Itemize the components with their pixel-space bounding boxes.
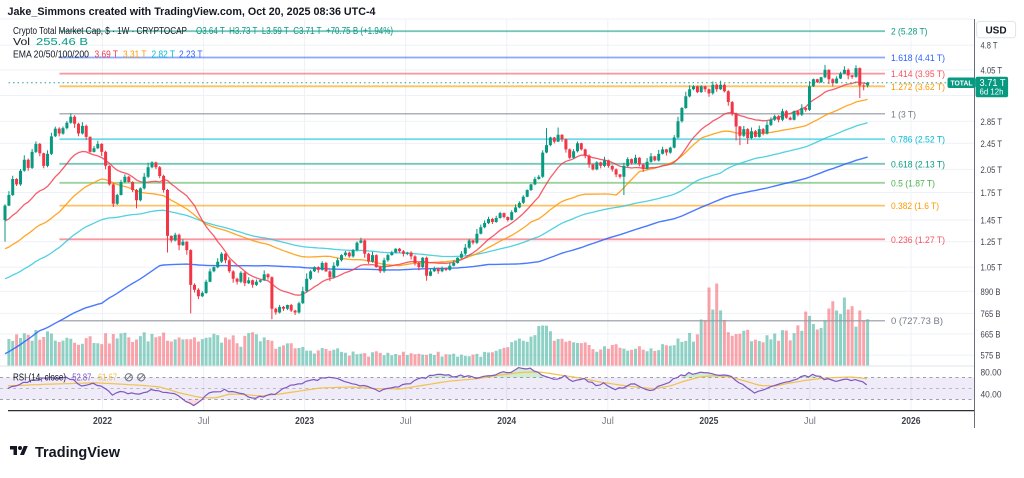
svg-text:2025: 2025 bbox=[699, 416, 718, 427]
svg-text:2.85 T: 2.85 T bbox=[981, 117, 1003, 128]
svg-text:765 B: 765 B bbox=[981, 309, 1001, 320]
svg-text:52.87: 52.87 bbox=[72, 373, 91, 384]
svg-text:4.05 T: 4.05 T bbox=[981, 65, 1003, 76]
svg-text:Crypto Total Market Cap, $ · 1: Crypto Total Market Cap, $ · 1W · CRYPTO… bbox=[13, 26, 187, 37]
svg-text:3.69 T: 3.69 T bbox=[95, 50, 119, 61]
svg-text:2024: 2024 bbox=[497, 416, 516, 427]
svg-text:O3.64 T H3.73 T L3.59 T C3.: O3.64 T H3.73 T L3.59 T C3.71 T +70.75 B… bbox=[196, 26, 393, 37]
svg-text:Jul: Jul bbox=[602, 416, 614, 427]
svg-text:2.23 T: 2.23 T bbox=[179, 50, 203, 61]
svg-text:80.00: 80.00 bbox=[981, 368, 1002, 379]
svg-text:1.25 T: 1.25 T bbox=[981, 237, 1003, 248]
svg-text:1.272 (3.62 T): 1.272 (3.62 T) bbox=[891, 82, 945, 93]
svg-text:RSI (14, close): RSI (14, close) bbox=[13, 373, 66, 384]
svg-text:Vol: Vol bbox=[13, 37, 30, 48]
svg-text:TradingView: TradingView bbox=[35, 444, 120, 461]
svg-text:1.75 T: 1.75 T bbox=[981, 188, 1003, 199]
svg-text:2023: 2023 bbox=[295, 416, 314, 427]
svg-text:6d 12h: 6d 12h bbox=[980, 87, 1004, 97]
svg-text:0.236 (1.27 T): 0.236 (1.27 T) bbox=[891, 235, 945, 246]
svg-text:0 (727.73 B): 0 (727.73 B) bbox=[891, 316, 943, 327]
svg-text:EMA 20/50/100/200: EMA 20/50/100/200 bbox=[13, 50, 89, 61]
svg-text:3.31 T: 3.31 T bbox=[123, 50, 147, 61]
svg-text:0.382 (1.6 T): 0.382 (1.6 T) bbox=[891, 201, 939, 212]
svg-text:2022: 2022 bbox=[93, 416, 112, 427]
svg-text:Jul: Jul bbox=[198, 416, 210, 427]
svg-text:TOTAL: TOTAL bbox=[951, 80, 974, 87]
svg-text:0.5 (1.87 T): 0.5 (1.87 T) bbox=[891, 178, 935, 189]
svg-text:2.82 T: 2.82 T bbox=[152, 50, 176, 61]
svg-text:4.8 T: 4.8 T bbox=[981, 41, 998, 52]
svg-text:0.786 (2.52 T): 0.786 (2.52 T) bbox=[891, 135, 945, 146]
svg-text:61.67: 61.67 bbox=[98, 373, 117, 384]
svg-text:1.414 (3.95 T): 1.414 (3.95 T) bbox=[891, 69, 945, 80]
svg-text:575 B: 575 B bbox=[981, 351, 1001, 362]
svg-text:Jul: Jul bbox=[804, 416, 816, 427]
svg-text:890 B: 890 B bbox=[981, 287, 1001, 298]
svg-text:Jake_Simmons created with Trad: Jake_Simmons created with TradingView.co… bbox=[8, 6, 377, 18]
svg-text:USD: USD bbox=[985, 26, 1006, 37]
svg-text:2.05 T: 2.05 T bbox=[981, 165, 1003, 176]
svg-text:0.618 (2.13 T): 0.618 (2.13 T) bbox=[891, 159, 945, 170]
svg-text:665 B: 665 B bbox=[981, 329, 1001, 340]
svg-text:1.618 (4.41 T): 1.618 (4.41 T) bbox=[891, 53, 945, 64]
svg-text:1 (3 T): 1 (3 T) bbox=[891, 109, 916, 120]
svg-text:255.46 B: 255.46 B bbox=[36, 37, 88, 48]
svg-text:Jul: Jul bbox=[400, 416, 412, 427]
svg-text:40.00: 40.00 bbox=[981, 390, 1002, 401]
svg-text:2.45 T: 2.45 T bbox=[981, 139, 1003, 150]
svg-text:3.71 T: 3.71 T bbox=[980, 78, 1006, 89]
svg-text:2026: 2026 bbox=[902, 416, 921, 427]
svg-text:2 (5.28 T): 2 (5.28 T) bbox=[891, 27, 928, 38]
svg-text:1.45 T: 1.45 T bbox=[981, 216, 1003, 227]
svg-text:1.05 T: 1.05 T bbox=[981, 263, 1003, 274]
